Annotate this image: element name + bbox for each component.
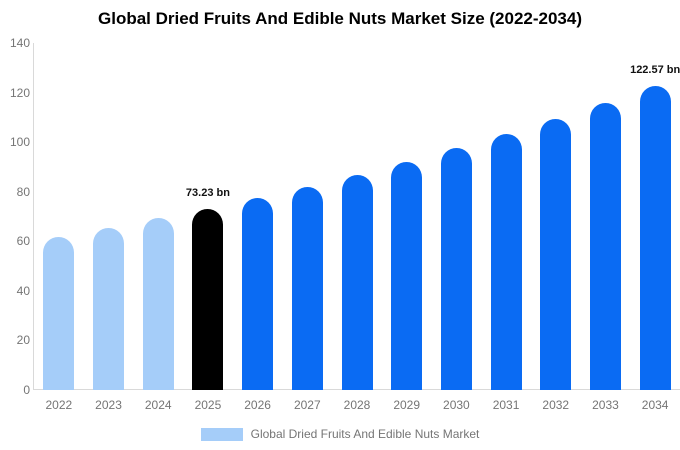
legend-label: Global Dried Fruits And Edible Nuts Mark… (250, 427, 480, 441)
bar-2032 (540, 119, 572, 390)
x-axis-tick-label: 2024 (144, 398, 172, 412)
y-axis-tick-label: 100 (9, 135, 30, 150)
x-axis-tick-label: 2026 (244, 398, 271, 412)
x-axis-tick-label: 2025 (194, 398, 222, 412)
y-axis-tick-label: 40 (16, 283, 30, 298)
x-axis-tick-label: 2029 (393, 398, 421, 412)
bar-2030 (440, 148, 472, 390)
bar-2027 (291, 186, 323, 390)
bar-2033 (589, 103, 621, 390)
chart-title: Global Dried Fruits And Edible Nuts Mark… (98, 9, 582, 28)
x-axis-tick-label: 2022 (45, 398, 73, 412)
x-axis-tick-label: 2030 (443, 398, 470, 412)
bar-2026 (242, 197, 274, 390)
y-axis-tick-label: 20 (16, 333, 30, 348)
x-axis-tick-label: 2033 (592, 398, 619, 412)
bar-2025 (192, 208, 224, 390)
y-axis-tick-label: 80 (16, 184, 30, 199)
x-axis-tick-label: 2032 (542, 398, 570, 412)
y-axis-tick-label: 60 (16, 234, 30, 249)
bar-2034 (639, 86, 671, 390)
bar-2031 (490, 134, 522, 390)
legend-swatch (200, 427, 243, 441)
y-axis-tick-label: 120 (9, 85, 30, 100)
y-axis-tick-label: 140 (9, 36, 30, 50)
y-axis-tick-label: 0 (23, 383, 30, 397)
bar-2022 (43, 237, 75, 390)
bar-value-label-2025: 73.23 bn (185, 186, 230, 199)
x-axis-tick-label: 2034 (641, 398, 669, 412)
y-axis-line (33, 43, 34, 390)
bar-2023 (93, 228, 125, 390)
x-axis-tick-label: 2028 (343, 398, 371, 412)
bar-2024 (142, 218, 174, 390)
x-axis-tick-label: 2027 (293, 398, 321, 412)
bar-2029 (391, 161, 423, 390)
x-axis-tick-label: 2031 (492, 398, 520, 412)
bar-value-label-2034: 122.57 bn (630, 64, 680, 77)
bar-2028 (341, 174, 373, 390)
x-axis-tick-label: 2023 (95, 398, 122, 412)
chart-legend: Global Dried Fruits And Edible Nuts Mark… (0, 427, 680, 441)
